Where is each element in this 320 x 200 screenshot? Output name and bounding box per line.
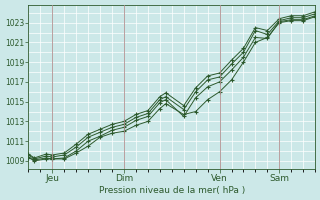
X-axis label: Pression niveau de la mer( hPa ): Pression niveau de la mer( hPa ) bbox=[99, 186, 245, 195]
